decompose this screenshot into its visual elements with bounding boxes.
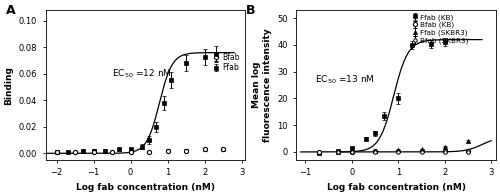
Legend: Bfab, Ffab: Bfab, Ffab bbox=[211, 51, 242, 74]
Legend: Ffab (KB), Bfab (KB), Ffab (SKBR3), Bfab (SKBR3): Ffab (KB), Bfab (KB), Ffab (SKBR3), Bfab… bbox=[410, 12, 470, 45]
Text: EC$_{50}$ =13 nM: EC$_{50}$ =13 nM bbox=[315, 73, 374, 86]
Text: EC$_{50}$ =12 nM: EC$_{50}$ =12 nM bbox=[112, 67, 172, 80]
Y-axis label: Mean log
fluorescence intensity: Mean log fluorescence intensity bbox=[252, 28, 272, 142]
Text: B: B bbox=[246, 4, 256, 17]
Text: A: A bbox=[6, 4, 16, 17]
Y-axis label: Binding: Binding bbox=[4, 66, 13, 104]
X-axis label: Log fab concentration (nM): Log fab concentration (nM) bbox=[326, 183, 466, 192]
X-axis label: Log fab concentration (nM): Log fab concentration (nM) bbox=[76, 183, 215, 192]
